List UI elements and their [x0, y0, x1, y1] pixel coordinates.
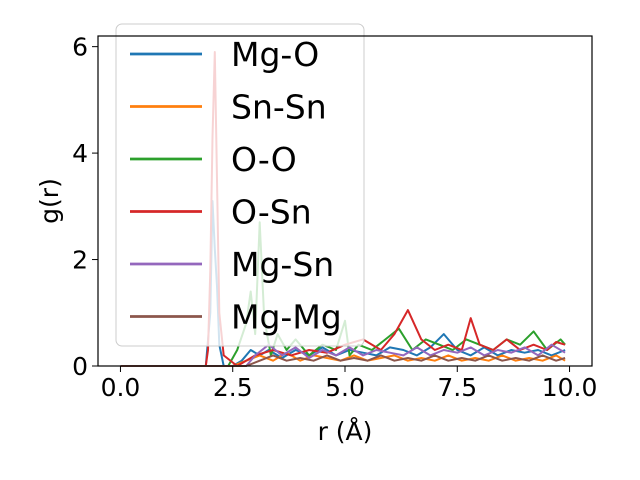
- legend-label: Mg-Sn: [231, 245, 334, 284]
- x-tick-label: 5.0: [325, 373, 365, 402]
- legend-box: [115, 23, 365, 347]
- legend-label: Mg-O: [231, 35, 319, 74]
- legend: Mg-O Sn-Sn O-O O-Sn Mg-Sn Mg-Mg: [115, 23, 365, 347]
- legend-entries: Mg-O Sn-Sn O-O O-Sn Mg-Sn Mg-Mg: [130, 35, 342, 337]
- y-tick-label: 0: [72, 352, 88, 381]
- y-axis-label: g(r): [35, 178, 64, 224]
- y-tick-label: 6: [72, 33, 88, 62]
- y-axis: 0 2 4 6: [72, 33, 98, 381]
- x-tick-label: 10.0: [542, 373, 598, 402]
- legend-label: O-Sn: [231, 193, 312, 232]
- legend-label: Mg-Mg: [231, 298, 342, 337]
- series-line-mg-mg: [120, 354, 566, 367]
- x-axis-label: r (Å): [318, 417, 373, 446]
- legend-label: O-O: [231, 140, 297, 179]
- y-tick-label: 2: [72, 246, 88, 275]
- x-tick-label: 2.5: [213, 373, 253, 402]
- y-tick-label: 4: [72, 139, 88, 168]
- legend-label: Sn-Sn: [231, 88, 327, 127]
- x-axis: 0.0 2.5 5.0 7.5 10.0: [101, 366, 598, 402]
- x-tick-label: 0.0: [101, 373, 141, 402]
- series-line-mg-sn: [120, 343, 566, 367]
- x-tick-label: 7.5: [437, 373, 477, 402]
